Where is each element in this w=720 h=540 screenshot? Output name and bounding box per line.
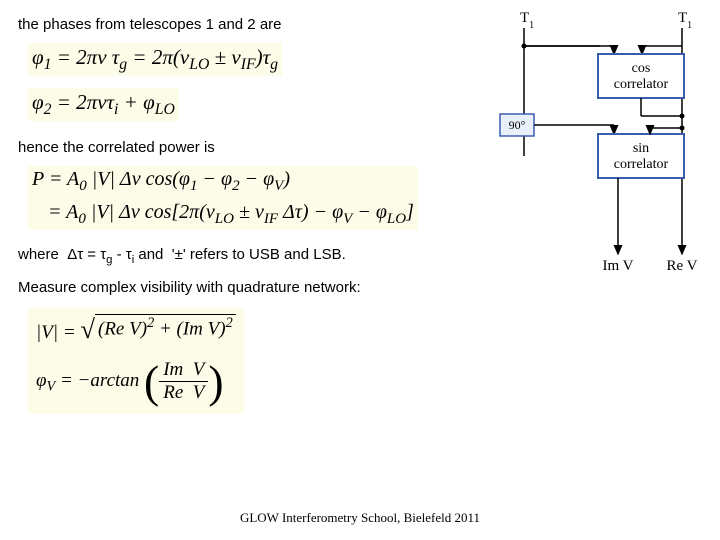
eq-phi2: φ2 = 2πντi + φLO bbox=[28, 88, 179, 121]
diagram-svg: T1 T1 cos correlator 90° bbox=[490, 8, 710, 278]
measure-line: Measure complex visibility with quadratu… bbox=[18, 277, 488, 298]
text-column: the phases from telescopes 1 and 2 are φ… bbox=[18, 14, 488, 426]
diagram-label-t1-left: T1 bbox=[520, 10, 534, 31]
equation-block-V: |V| = √ (Re V)2 + (Im V)2 φV = −arctan (… bbox=[28, 306, 488, 416]
sin-label-1: sin bbox=[633, 141, 649, 156]
diagram-label-t1-right: T1 bbox=[678, 10, 692, 31]
equation-block-phi: φ1 = 2πν τg = 2π(νLO ± νIF)τg φ2 = 2πντi… bbox=[28, 41, 488, 123]
phase-90-label: 90° bbox=[509, 118, 526, 132]
cos-label-1: cos bbox=[632, 61, 651, 76]
intro-line-1: the phases from telescopes 1 and 2 are bbox=[18, 14, 488, 35]
eq-phi1: φ1 = 2πν τg = 2π(νLO ± νIF)τg bbox=[28, 43, 282, 76]
cos-label-2: correlator bbox=[614, 77, 669, 92]
eq-phiV: φV = −arctan ( Im V Re V ) bbox=[36, 355, 236, 408]
equation-block-P: P = A0 |V| Δν cos(φ1 − φ2 − φV) = A0 |V|… bbox=[28, 164, 488, 232]
where-line: where Δτ = τg - τi and '±' refers to USB… bbox=[18, 244, 488, 269]
eq-P-line2: = A0 |V| Δν cos[2π(νLO ± νIF Δτ) − φV − … bbox=[32, 201, 414, 228]
out-imv: Im V bbox=[603, 258, 634, 274]
intro-line-2: hence the correlated power is bbox=[18, 137, 488, 158]
eq-P-line1: P = A0 |V| Δν cos(φ1 − φ2 − φV) bbox=[32, 168, 414, 195]
eq-absV: |V| = √ (Re V)2 + (Im V)2 bbox=[36, 314, 236, 345]
out-rev: Re V bbox=[667, 258, 698, 274]
footer-text: GLOW Interferometry School, Bielefeld 20… bbox=[0, 510, 720, 526]
sin-label-2: correlator bbox=[614, 157, 669, 172]
correlator-diagram: T1 T1 cos correlator 90° bbox=[490, 8, 710, 278]
